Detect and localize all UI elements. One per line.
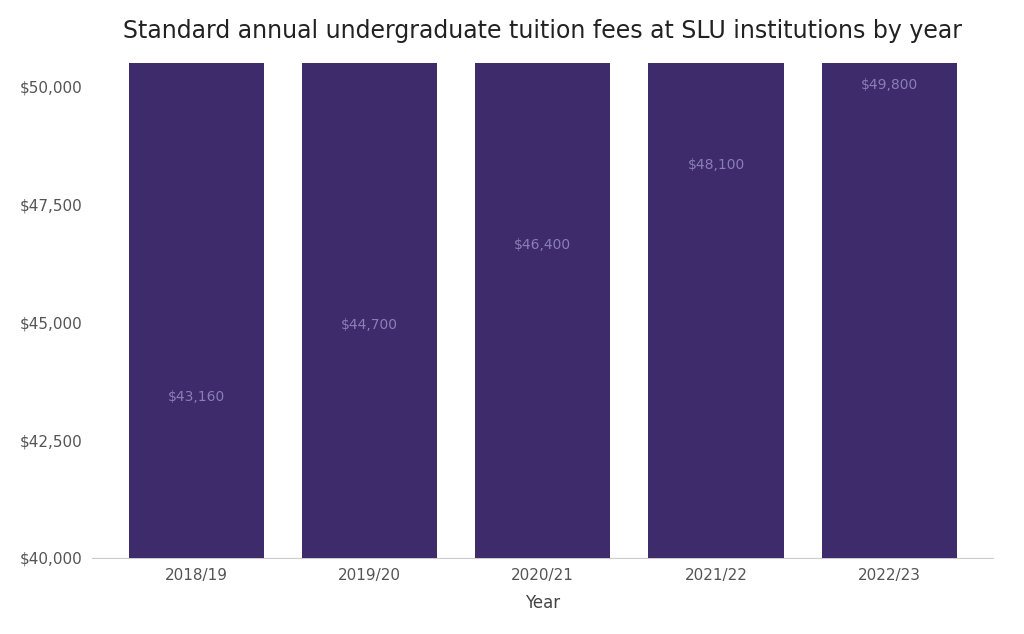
Bar <box>129 0 264 558</box>
Text: $46,400: $46,400 <box>514 238 571 252</box>
Bar <box>302 0 437 558</box>
X-axis label: Year: Year <box>525 594 560 612</box>
Title: Standard annual undergraduate tuition fees at SLU institutions by year: Standard annual undergraduate tuition fe… <box>123 20 963 43</box>
Bar <box>475 0 610 558</box>
Text: $43,160: $43,160 <box>168 391 224 404</box>
Text: $44,700: $44,700 <box>341 318 398 332</box>
Bar <box>821 0 956 558</box>
Text: $49,800: $49,800 <box>861 77 918 92</box>
Text: $48,100: $48,100 <box>687 158 744 172</box>
Bar <box>648 0 783 558</box>
